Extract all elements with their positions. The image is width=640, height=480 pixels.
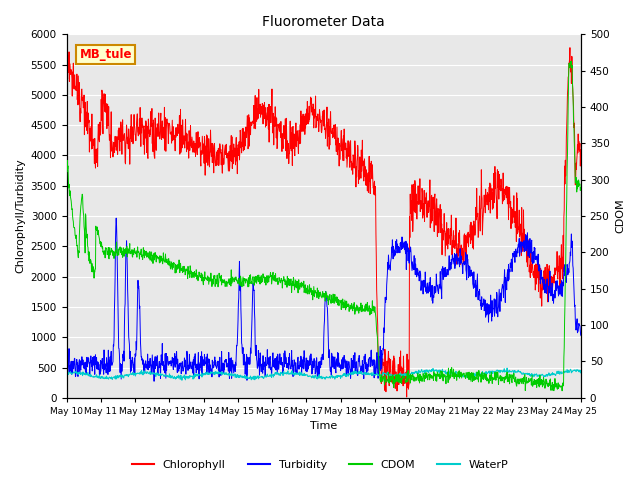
Legend: Chlorophyll, Turbidity, CDOM, WaterP: Chlorophyll, Turbidity, CDOM, WaterP — [127, 456, 513, 474]
Title: Fluorometer Data: Fluorometer Data — [262, 15, 385, 29]
X-axis label: Time: Time — [310, 421, 337, 432]
Y-axis label: Chlorophyll/Turbidity: Chlorophyll/Turbidity — [15, 159, 25, 274]
Text: MB_tule: MB_tule — [79, 48, 132, 61]
Y-axis label: CDOM: CDOM — [615, 199, 625, 233]
